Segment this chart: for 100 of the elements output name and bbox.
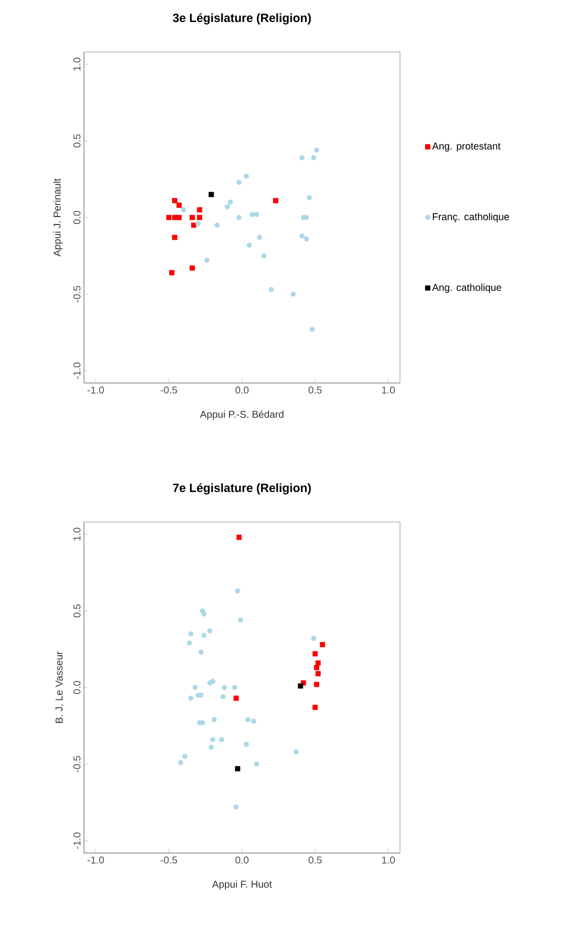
point — [299, 233, 305, 238]
x-tick-label: 0.0 — [235, 386, 249, 394]
point — [320, 642, 326, 648]
point — [314, 147, 320, 153]
point — [169, 270, 174, 276]
point — [310, 326, 315, 332]
point — [314, 682, 320, 688]
y-axis-title: B. J. Le Vasseur — [56, 651, 63, 723]
y-tick-label: 0.5 — [73, 604, 80, 618]
point — [314, 664, 320, 670]
y-tick-label: -1.0 — [73, 832, 80, 849]
point — [311, 636, 316, 642]
point — [235, 588, 240, 594]
x-tick-label: -0.5 — [160, 856, 178, 864]
point — [251, 718, 256, 724]
x-tick-label: 1.0 — [382, 386, 395, 394]
point — [312, 651, 318, 656]
point — [273, 198, 278, 204]
x-tick-label: 0.5 — [308, 856, 322, 864]
point — [222, 684, 228, 690]
y-tick-label: 1.0 — [73, 528, 80, 540]
point — [315, 671, 321, 676]
y-tick-label: -0.5 — [73, 756, 80, 772]
point — [236, 534, 242, 540]
legend-label: Ang. protestant — [432, 142, 501, 152]
point — [224, 204, 230, 210]
legend-label: Ang. catholique — [432, 284, 502, 293]
point — [232, 684, 238, 690]
point — [294, 749, 299, 754]
point — [201, 611, 207, 617]
y-tick-label: -0.5 — [73, 286, 80, 302]
point — [208, 744, 214, 750]
point — [178, 760, 184, 766]
legend-label: Franç. catholique — [432, 212, 509, 222]
point — [176, 214, 182, 220]
point — [238, 617, 244, 623]
point — [218, 736, 224, 742]
point — [196, 207, 202, 212]
point — [196, 221, 201, 226]
x-tick-label: -1.0 — [88, 386, 104, 394]
y-tick-label: 0.0 — [73, 210, 80, 224]
y-tick-label: 0.0 — [73, 680, 80, 694]
point — [208, 192, 214, 198]
point — [190, 214, 195, 220]
point — [234, 696, 239, 701]
point — [166, 214, 172, 220]
point — [290, 292, 296, 297]
x-tick-label: 0.5 — [308, 386, 322, 394]
point — [198, 650, 204, 655]
point — [172, 198, 178, 204]
point — [182, 754, 188, 760]
x-tick-label: 1.0 — [382, 856, 395, 864]
chart-title: 3e Législature (Religion) — [172, 13, 311, 24]
point — [268, 286, 274, 292]
chart-title: 7e Législature (Religion) — [173, 483, 311, 494]
y-tick-label: 0.5 — [73, 134, 80, 148]
point — [191, 222, 196, 228]
point — [220, 694, 226, 700]
point — [254, 762, 260, 767]
point — [256, 234, 262, 240]
point — [304, 236, 309, 242]
point — [244, 742, 249, 747]
point — [245, 717, 250, 722]
point — [188, 631, 194, 636]
y-tick-label: -1.0 — [73, 362, 80, 379]
point — [190, 265, 195, 271]
point — [311, 155, 316, 160]
x-tick-label: -0.5 — [160, 386, 178, 394]
point — [180, 207, 186, 212]
point — [234, 804, 239, 810]
point — [246, 242, 252, 248]
point — [306, 194, 312, 200]
point — [312, 704, 318, 710]
point — [261, 253, 267, 258]
point — [236, 180, 242, 185]
point — [210, 736, 216, 742]
point — [207, 628, 212, 634]
point — [188, 696, 194, 701]
point — [250, 212, 255, 218]
point — [214, 222, 220, 228]
point — [176, 202, 182, 208]
x-tick-label: -1.0 — [88, 856, 104, 864]
y-tick-label: 1.0 — [73, 58, 80, 70]
point — [235, 766, 240, 772]
point — [210, 678, 216, 684]
point — [244, 174, 249, 179]
point — [299, 155, 305, 160]
point — [192, 684, 198, 690]
point — [172, 234, 178, 240]
point — [254, 212, 260, 218]
point — [204, 258, 210, 263]
point — [201, 632, 207, 638]
point — [196, 214, 202, 220]
point — [315, 660, 321, 666]
point — [212, 717, 217, 722]
x-axis-title: Appui P.-S. Bédard — [200, 410, 284, 420]
point — [186, 640, 192, 646]
x-axis-title: Appui F. Huot — [212, 880, 272, 890]
x-tick-label: 0.0 — [235, 856, 249, 864]
point — [228, 200, 233, 205]
